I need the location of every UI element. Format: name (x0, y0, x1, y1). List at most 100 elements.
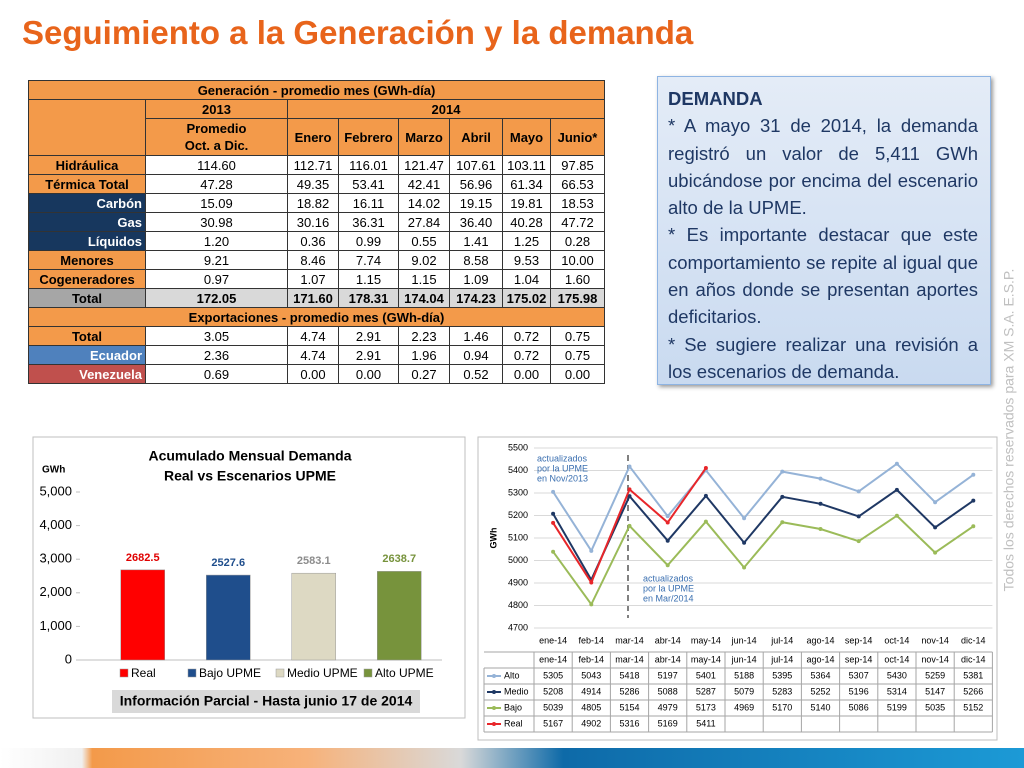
table-cell: 0.27 (398, 364, 450, 384)
corner-cell (28, 99, 146, 156)
y-axis-label: GWh (42, 465, 65, 476)
row-label: Líquidos (28, 231, 146, 251)
table-cell: 36.31 (338, 212, 399, 232)
y-tick-label: 3,000 (39, 551, 72, 566)
point (551, 489, 556, 494)
row-label: Cogeneradores (28, 269, 146, 289)
table-cell: 5169 (658, 718, 678, 728)
table-cell: 4914 (581, 686, 601, 696)
table-cell: 103.11 (502, 155, 551, 175)
legend-swatch (363, 668, 373, 678)
table-cell: 1.04 (502, 269, 551, 289)
table-cell: 61.34 (502, 174, 551, 194)
point (933, 500, 938, 505)
data-label: 2583.1 (297, 555, 331, 567)
table-row: Exportaciones - promedio mes (GWh-día) (27, 307, 606, 327)
point (780, 494, 785, 499)
legend-marker (492, 690, 496, 694)
x-tick-label: abr-14 (655, 635, 681, 645)
point (589, 602, 594, 607)
table-cell: 5154 (619, 702, 639, 712)
table-cell: 47.72 (549, 212, 606, 232)
table-cell: 8.58 (449, 250, 503, 270)
x-tick-label: jun-14 (731, 635, 757, 645)
table-header: abr-14 (655, 654, 681, 664)
point (780, 520, 785, 525)
demanda-box: DEMANDA * A mayo 31 de 2014, la demanda … (657, 76, 991, 385)
annotation: en Nov/2013 (537, 473, 588, 483)
bar (377, 571, 422, 661)
row-label: Gas (28, 212, 146, 232)
legend-label: Real (504, 718, 523, 728)
point (894, 487, 899, 492)
table-header: feb-14 (579, 654, 605, 664)
table-cell: 0.00 (549, 364, 606, 384)
point (627, 487, 632, 492)
table-cell: 14.02 (398, 193, 450, 213)
watermark: Todos los derechos reservados para XM S.… (1001, 269, 1017, 592)
demanda-heading: DEMANDA (668, 88, 763, 109)
table-row: Hidráulica 114.60 112.71 116.01 121.47 107.61… (28, 155, 606, 175)
table-cell: 42.41 (398, 174, 450, 194)
point (933, 550, 938, 555)
x-tick-label: ene-14 (539, 635, 567, 645)
x-tick-label: may-14 (691, 635, 721, 645)
table-header: jun-14 (731, 654, 757, 664)
legend-swatch (275, 668, 285, 678)
table-cell: 5167 (543, 718, 563, 728)
legend-marker (492, 706, 496, 710)
legend-label: Bajo UPME (199, 666, 261, 680)
column-header: Marzo (398, 118, 450, 156)
column-header: Abril (449, 118, 503, 156)
y-tick-label: 4,000 (39, 517, 72, 532)
table-cell: 0.00 (287, 364, 339, 384)
table-cell: 5039 (543, 702, 563, 712)
series-line (552, 462, 974, 553)
y-tick-label: 4800 (508, 600, 528, 610)
table-cell: 5208 (543, 686, 563, 696)
y-tick-label: 5,000 (39, 483, 72, 498)
table-cell: 5286 (619, 686, 639, 696)
point (703, 493, 708, 498)
x-tick-label: feb-14 (579, 635, 605, 645)
bar (206, 574, 251, 661)
table-cell: 4979 (658, 702, 678, 712)
table-cell: 5079 (734, 686, 754, 696)
series-line (552, 488, 974, 583)
table-cell: 40.28 (502, 212, 551, 232)
table-cell: 0.55 (398, 231, 450, 251)
data-label: 2527.6 (211, 557, 245, 569)
table-cell: 116.01 (338, 155, 399, 175)
table-cell: 5259 (925, 670, 945, 680)
table-row: Carbón 15.09 18.82 16.11 14.02 19.15 19.81 18.5… (28, 193, 606, 213)
data-label: 2638.7 (382, 553, 416, 565)
point (665, 563, 670, 568)
table-cell: 0.00 (338, 364, 399, 384)
y-tick-label: 5400 (508, 465, 528, 475)
table-cell: 172.05 (145, 288, 288, 308)
bar (291, 572, 336, 661)
table-cell: 5401 (696, 670, 716, 680)
table-cell: 112.71 (287, 155, 339, 175)
x-tick-label: dic-14 (961, 635, 986, 645)
table-cell: 5430 (887, 670, 907, 680)
table-cell: 5395 (772, 670, 792, 680)
point (742, 540, 747, 545)
table-cell: 66.53 (549, 174, 606, 194)
table-cell: 5381 (963, 670, 983, 680)
point (894, 513, 899, 518)
table-cell: 121.47 (398, 155, 450, 175)
table-row: 2013 2014 (28, 99, 606, 156)
table-cell: 5307 (849, 670, 869, 680)
x-tick-label: oct-14 (884, 635, 909, 645)
point (627, 464, 632, 469)
table-cell: 0.36 (287, 231, 339, 251)
demanda-paragraph: * A mayo 31 de 2014, la demanda registró… (668, 115, 978, 219)
column-header: Mayo (502, 118, 551, 156)
annotation: por la UPME (643, 583, 694, 593)
table-cell: 5252 (810, 686, 830, 696)
point (589, 580, 594, 585)
year-header: 2013 (145, 99, 288, 119)
table-cell: 1.96 (398, 345, 450, 365)
